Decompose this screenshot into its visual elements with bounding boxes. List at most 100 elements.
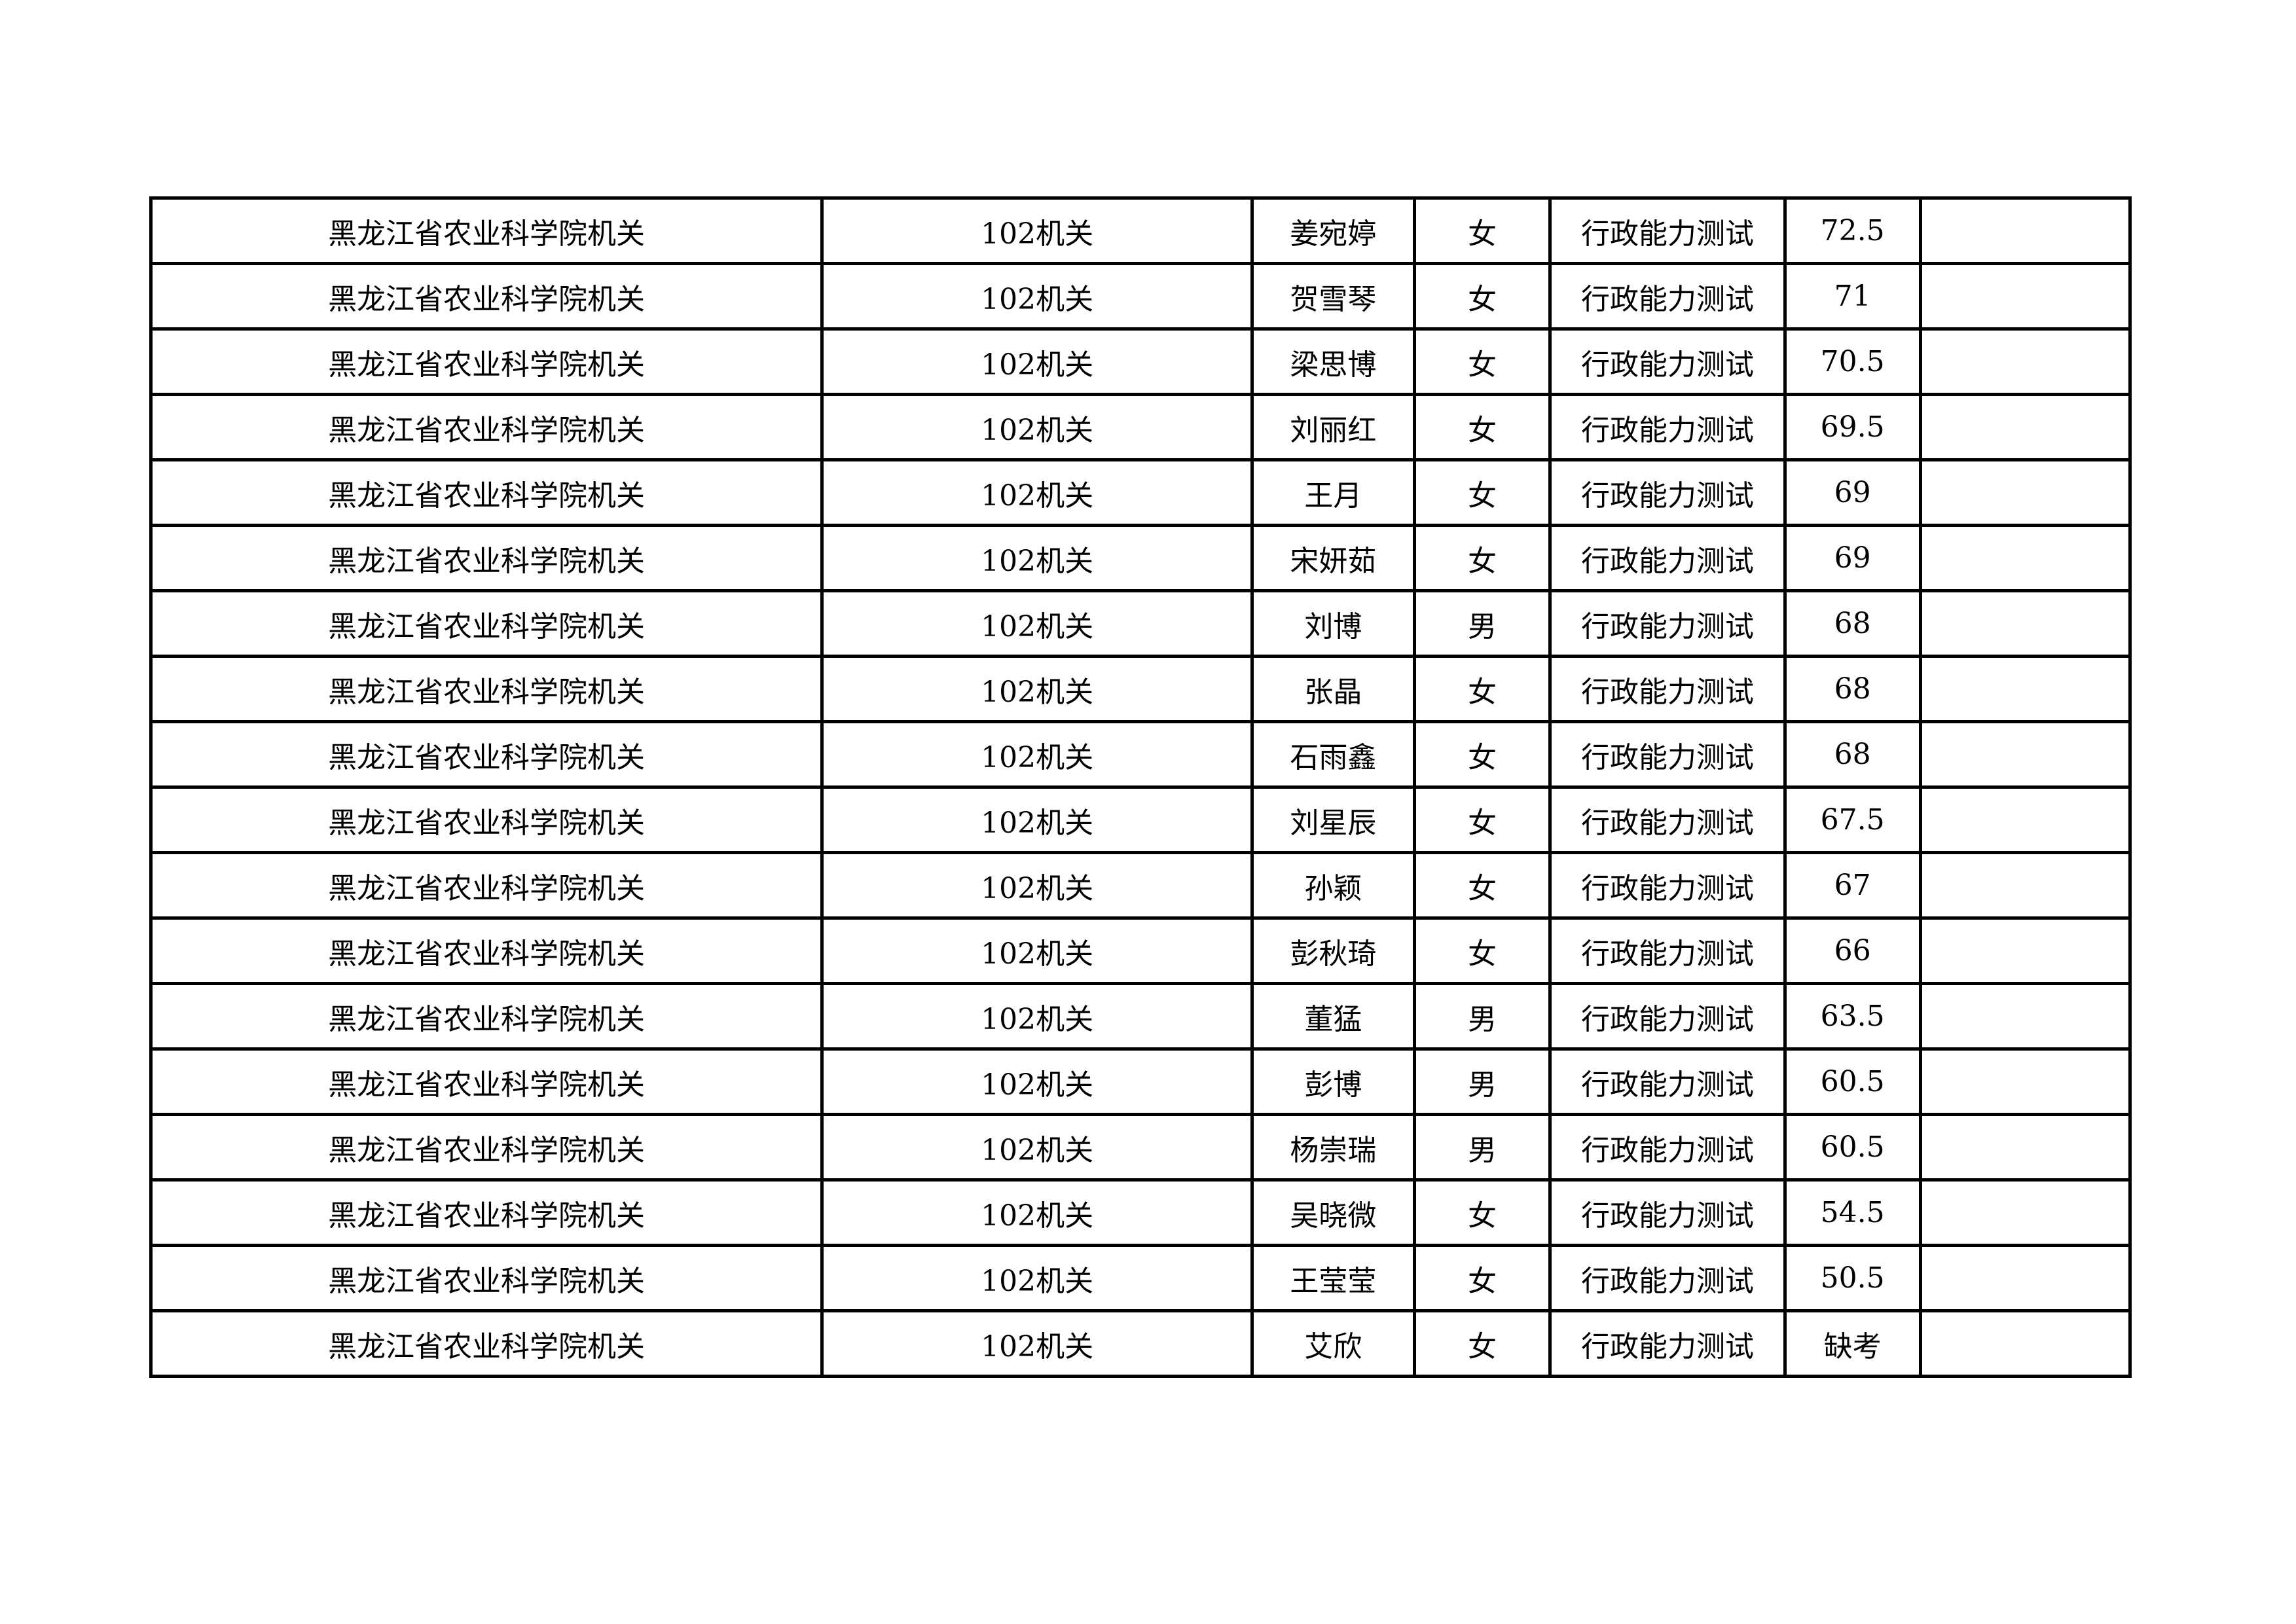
- remark-cell: [1918, 1309, 2132, 1378]
- institution-cell: 黑龙江省农业科学院机关: [149, 327, 824, 396]
- subject-cell: 行政能力测试: [1548, 1244, 1787, 1312]
- position-cell: 102机关: [820, 1047, 1254, 1116]
- score-cell: 70.5: [1783, 327, 1922, 396]
- position-cell: 102机关: [820, 916, 1254, 985]
- institution-cell: 黑龙江省农业科学院机关: [149, 196, 824, 265]
- remark-cell: [1918, 1047, 2132, 1116]
- gender-cell: 女: [1412, 1178, 1552, 1247]
- score-cell: 71: [1783, 262, 1922, 331]
- table-row: 黑龙江省农业科学院机关 102机关 孙颖女行政能力测试 67: [149, 851, 2132, 920]
- remark-cell: [1918, 785, 2132, 854]
- remark-cell: [1918, 458, 2132, 527]
- table-row: 黑龙江省农业科学院机关 102机关 王莹莹女行政能力测试 50.5: [149, 1244, 2132, 1312]
- gender-cell: 男: [1412, 589, 1552, 658]
- institution-cell: 黑龙江省农业科学院机关: [149, 785, 824, 854]
- name-cell: 孙颖: [1250, 851, 1416, 920]
- position-cell: 102机关: [820, 524, 1254, 592]
- gender-cell: 女: [1412, 916, 1552, 985]
- remark-cell: [1918, 262, 2132, 331]
- table-row: 黑龙江省农业科学院机关 102机关 艾欣女行政能力测试 缺考: [149, 1309, 2132, 1378]
- gender-cell: 女: [1412, 851, 1552, 920]
- institution-cell: 黑龙江省农业科学院机关: [149, 589, 824, 658]
- name-cell: 石雨鑫: [1250, 720, 1416, 789]
- score-table-body: 黑龙江省农业科学院机关 102机关 姜宛婷女行政能力测试 72.5 黑龙江省农业科学院机…: [149, 196, 2132, 1378]
- score-cell: 66: [1783, 916, 1922, 985]
- name-cell: 刘丽红: [1250, 393, 1416, 461]
- table-row: 黑龙江省农业科学院机关 102机关 董猛男行政能力测试 63.5: [149, 982, 2132, 1051]
- position-cell: 102机关: [820, 851, 1254, 920]
- subject-cell: 行政能力测试: [1548, 1178, 1787, 1247]
- score-cell: 69: [1783, 458, 1922, 527]
- institution-cell: 黑龙江省农业科学院机关: [149, 1309, 824, 1378]
- name-cell: 彭秋琦: [1250, 916, 1416, 985]
- subject-cell: 行政能力测试: [1548, 393, 1787, 461]
- position-cell: 102机关: [820, 458, 1254, 527]
- gender-cell: 女: [1412, 524, 1552, 592]
- score-cell: 67.5: [1783, 785, 1922, 854]
- subject-cell: 行政能力测试: [1548, 720, 1787, 789]
- table-row: 黑龙江省农业科学院机关 102机关 吴晓微女行政能力测试 54.5: [149, 1178, 2132, 1247]
- remark-cell: [1918, 1178, 2132, 1247]
- subject-cell: 行政能力测试: [1548, 524, 1787, 592]
- institution-cell: 黑龙江省农业科学院机关: [149, 655, 824, 723]
- subject-cell: 行政能力测试: [1548, 851, 1787, 920]
- table-row: 黑龙江省农业科学院机关 102机关 贺雪琴女行政能力测试 71: [149, 262, 2132, 331]
- remark-cell: [1918, 655, 2132, 723]
- score-table: 黑龙江省农业科学院机关 102机关 姜宛婷女行政能力测试 72.5 黑龙江省农业科学院机…: [149, 196, 2132, 1378]
- institution-cell: 黑龙江省农业科学院机关: [149, 1244, 824, 1312]
- position-cell: 102机关: [820, 589, 1254, 658]
- subject-cell: 行政能力测试: [1548, 327, 1787, 396]
- score-cell: 60.5: [1783, 1047, 1922, 1116]
- score-cell: 68: [1783, 655, 1922, 723]
- subject-cell: 行政能力测试: [1548, 785, 1787, 854]
- table-row: 黑龙江省农业科学院机关 102机关 王月女行政能力测试 69: [149, 458, 2132, 527]
- subject-cell: 行政能力测试: [1548, 1113, 1787, 1182]
- position-cell: 102机关: [820, 1178, 1254, 1247]
- gender-cell: 女: [1412, 720, 1552, 789]
- subject-cell: 行政能力测试: [1548, 655, 1787, 723]
- position-cell: 102机关: [820, 982, 1254, 1051]
- institution-cell: 黑龙江省农业科学院机关: [149, 982, 824, 1051]
- subject-cell: 行政能力测试: [1548, 458, 1787, 527]
- gender-cell: 男: [1412, 1113, 1552, 1182]
- position-cell: 102机关: [820, 1244, 1254, 1312]
- subject-cell: 行政能力测试: [1548, 1309, 1787, 1378]
- remark-cell: [1918, 589, 2132, 658]
- score-cell: 缺考: [1783, 1309, 1922, 1378]
- score-cell: 69.5: [1783, 393, 1922, 461]
- gender-cell: 女: [1412, 785, 1552, 854]
- table-row: 黑龙江省农业科学院机关 102机关 杨崇瑞男行政能力测试 60.5: [149, 1113, 2132, 1182]
- remark-cell: [1918, 196, 2132, 265]
- subject-cell: 行政能力测试: [1548, 982, 1787, 1051]
- name-cell: 刘博: [1250, 589, 1416, 658]
- name-cell: 贺雪琴: [1250, 262, 1416, 331]
- subject-cell: 行政能力测试: [1548, 589, 1787, 658]
- subject-cell: 行政能力测试: [1548, 1047, 1787, 1116]
- name-cell: 梁思博: [1250, 327, 1416, 396]
- table-row: 黑龙江省农业科学院机关 102机关 姜宛婷女行政能力测试 72.5: [149, 196, 2132, 265]
- table-row: 黑龙江省农业科学院机关 102机关 刘星辰女行政能力测试 67.5: [149, 785, 2132, 854]
- position-cell: 102机关: [820, 393, 1254, 461]
- table-row: 黑龙江省农业科学院机关 102机关 刘博男行政能力测试 68: [149, 589, 2132, 658]
- table-row: 黑龙江省农业科学院机关 102机关 张晶女行政能力测试 68: [149, 655, 2132, 723]
- position-cell: 102机关: [820, 655, 1254, 723]
- name-cell: 彭博: [1250, 1047, 1416, 1116]
- institution-cell: 黑龙江省农业科学院机关: [149, 393, 824, 461]
- remark-cell: [1918, 916, 2132, 985]
- score-cell: 63.5: [1783, 982, 1922, 1051]
- remark-cell: [1918, 982, 2132, 1051]
- name-cell: 王月: [1250, 458, 1416, 527]
- institution-cell: 黑龙江省农业科学院机关: [149, 262, 824, 331]
- position-cell: 102机关: [820, 785, 1254, 854]
- gender-cell: 男: [1412, 982, 1552, 1051]
- name-cell: 王莹莹: [1250, 1244, 1416, 1312]
- gender-cell: 女: [1412, 458, 1552, 527]
- institution-cell: 黑龙江省农业科学院机关: [149, 524, 824, 592]
- remark-cell: [1918, 720, 2132, 789]
- institution-cell: 黑龙江省农业科学院机关: [149, 458, 824, 527]
- table-row: 黑龙江省农业科学院机关 102机关 刘丽红女行政能力测试 69.5: [149, 393, 2132, 461]
- institution-cell: 黑龙江省农业科学院机关: [149, 720, 824, 789]
- remark-cell: [1918, 393, 2132, 461]
- name-cell: 姜宛婷: [1250, 196, 1416, 265]
- gender-cell: 女: [1412, 262, 1552, 331]
